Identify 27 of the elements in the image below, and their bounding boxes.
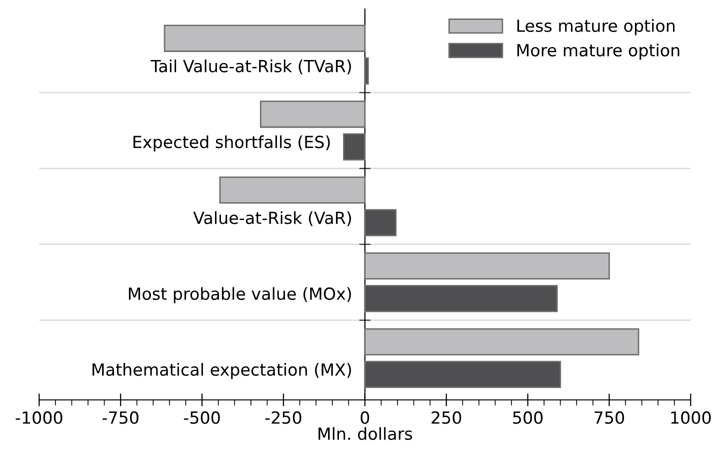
x-tick-label: -750 — [102, 411, 138, 424]
y-tick-label: Expected shortfalls (ES) — [134, 135, 330, 152]
legend-label: Less mature option — [517, 19, 675, 36]
bar — [364, 360, 562, 388]
y-tick-label: Most probable value (MOx) — [128, 287, 351, 304]
y-tick-label: Mathematical expectation (MX) — [92, 362, 351, 380]
bar — [219, 176, 366, 204]
bar — [364, 284, 558, 312]
x-tick-label: -1000 — [16, 411, 62, 424]
bar — [364, 252, 610, 280]
bar — [164, 24, 366, 52]
bar — [364, 328, 640, 356]
x-tick-label: 750 — [594, 411, 624, 424]
x-axis-title: Mln. dollars — [318, 427, 412, 440]
x-tick-label: -250 — [265, 411, 302, 424]
x-tick-label: 0 — [360, 411, 370, 424]
x-tick-label: 500 — [513, 411, 543, 424]
legend-label: More mature option — [517, 44, 680, 60]
bar — [343, 133, 366, 160]
x-tick-label: -500 — [184, 411, 220, 424]
bar — [364, 57, 369, 85]
x-tick-label: 1000 — [671, 411, 711, 424]
bar — [364, 209, 397, 236]
x-tick-label: 250 — [432, 411, 462, 424]
y-tick-label: Value-at-Risk (VaR) — [193, 211, 351, 226]
y-tick-label: Tail Value-at-Risk (TVaR) — [150, 59, 351, 74]
bar — [260, 100, 366, 128]
